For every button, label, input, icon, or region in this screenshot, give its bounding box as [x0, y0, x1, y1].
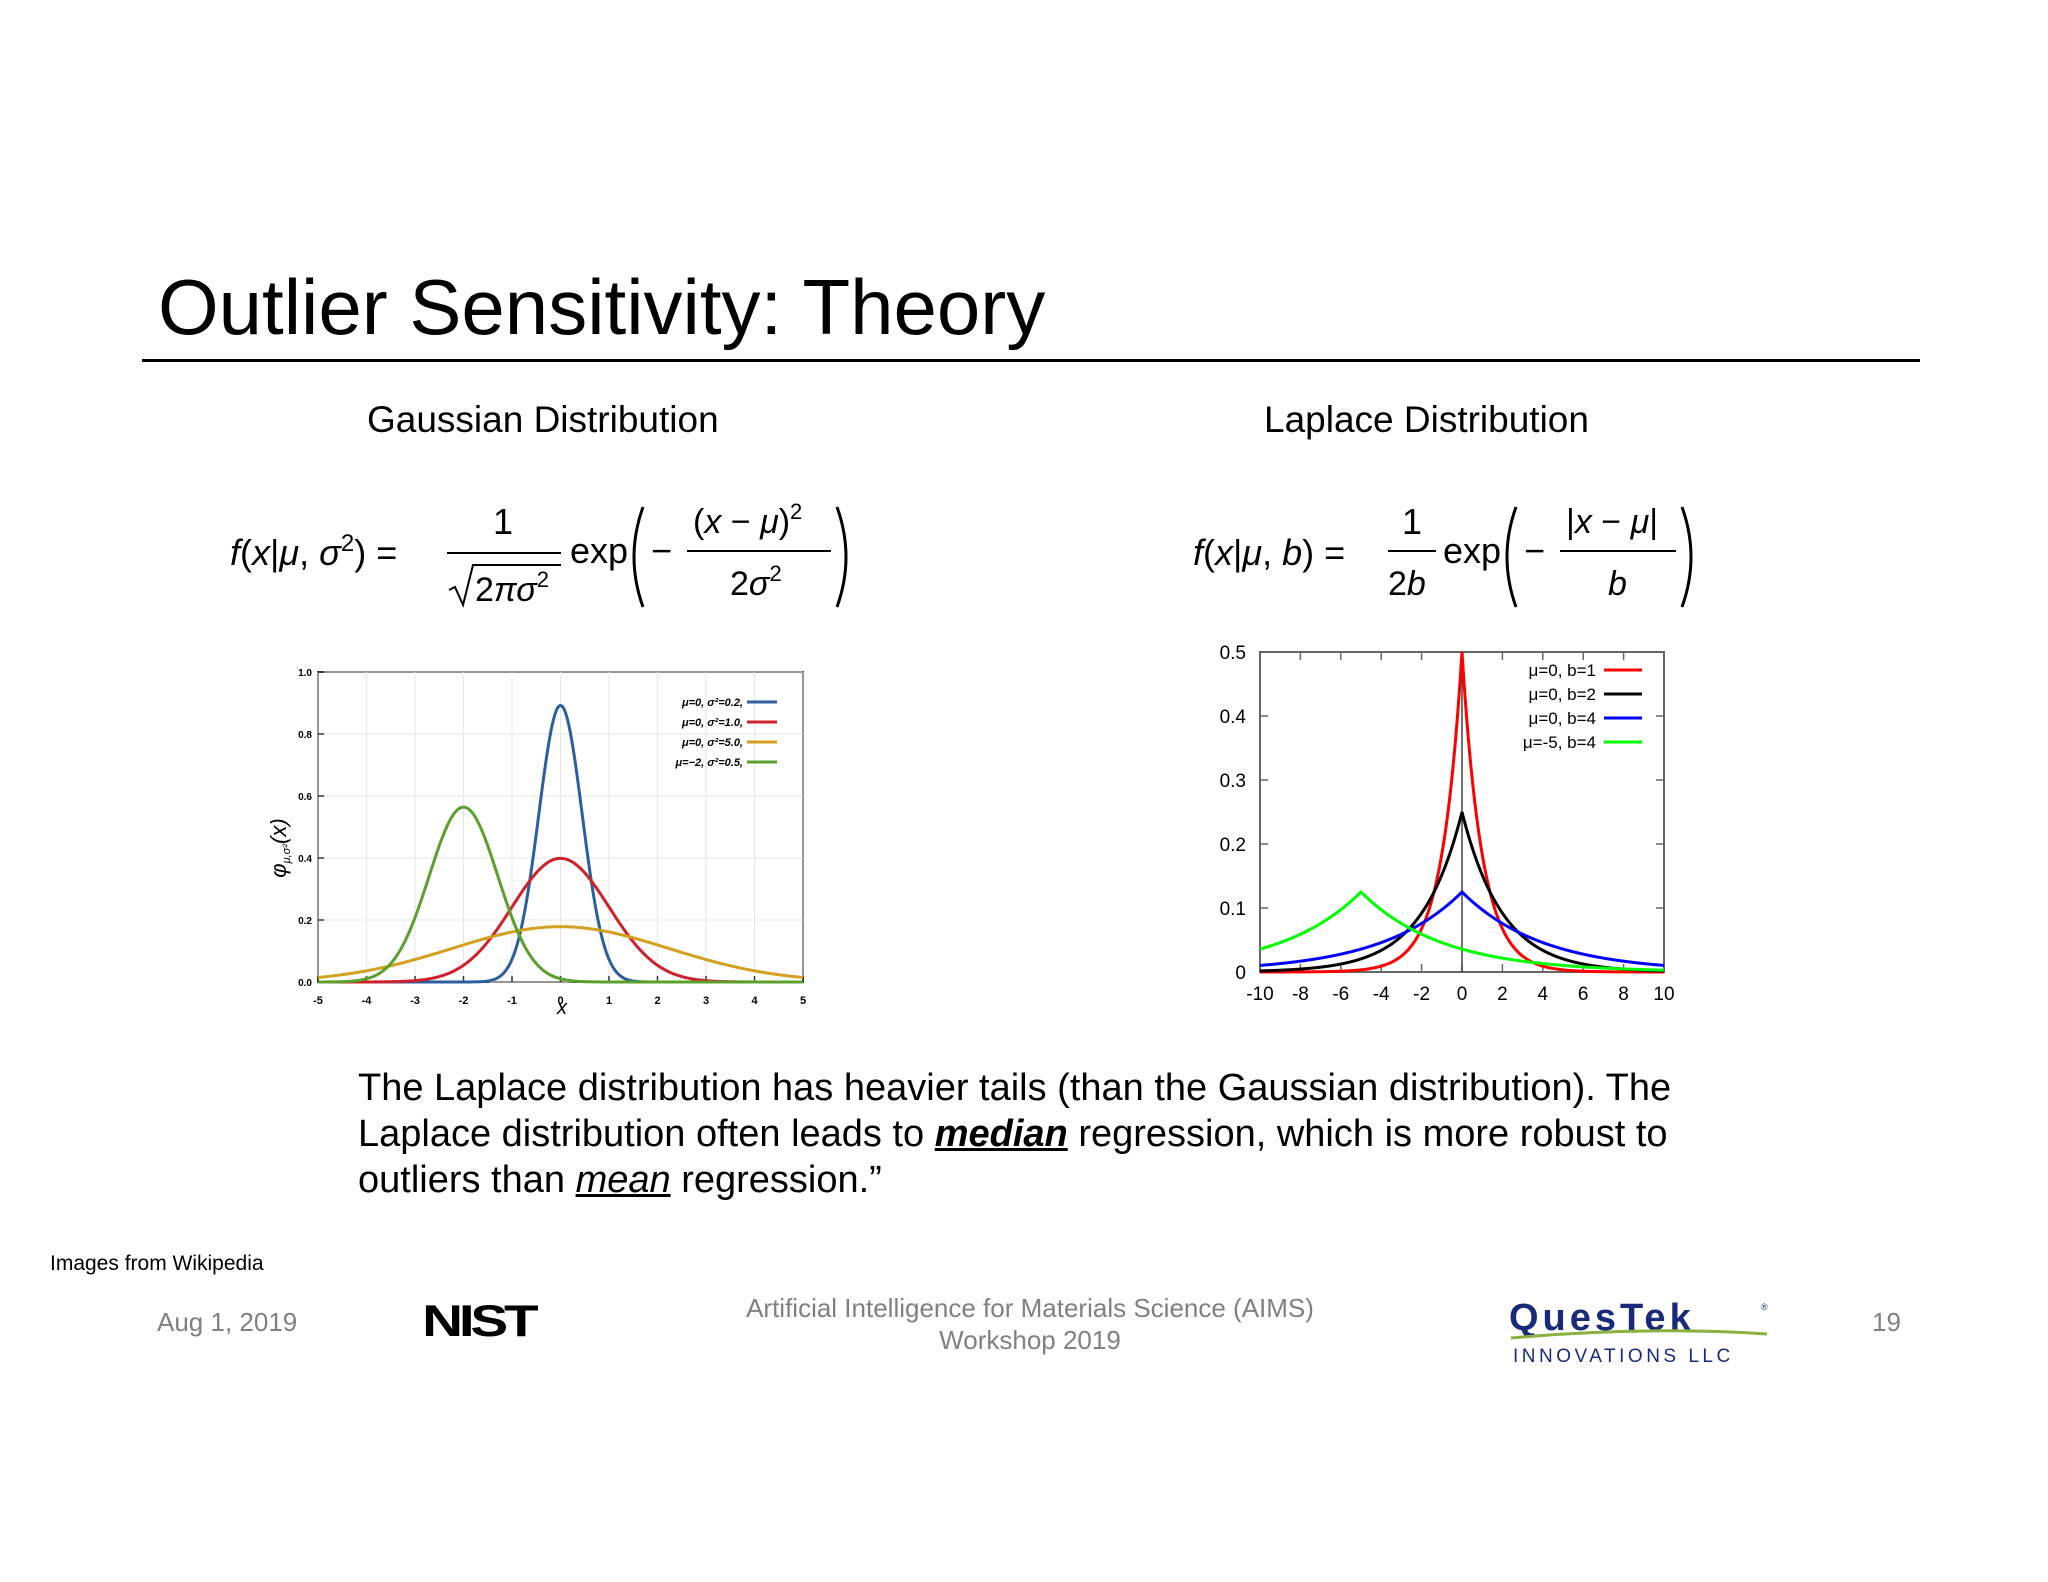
laplace-chart: -10 -8 -6 -4 -2 0 2 4 6 8 10 0 0.1 0.2 0.3 0.4 0.5 μ=0, …	[1220, 643, 1675, 1005]
body-part-2: regression, which is more robust to outl…	[358, 1113, 1668, 1201]
footer-event-line-2: Workshop 2019	[939, 1325, 1121, 1355]
svg-text:2πσ2: 2πσ2	[475, 567, 549, 609]
svg-text:b: b	[1608, 565, 1627, 603]
svg-text:f(x|μ, σ2) =: f(x|μ, σ2) =	[230, 530, 397, 573]
page-number: 19	[1872, 1307, 1901, 1337]
gaussian-heading: Gaussian Distribution	[367, 399, 719, 440]
gaussian-y-tick-label: 0.0	[298, 978, 312, 989]
emphasis-mean: mean	[575, 1159, 671, 1201]
svg-text:®: ®	[1761, 1302, 1768, 1312]
svg-text:f(x|μ, b) =: f(x|μ, b) =	[1193, 532, 1345, 573]
body-part-3: regression.”	[670, 1159, 882, 1201]
laplace-x-tick-label: 8	[1618, 984, 1629, 1005]
footer-event-line-1: Artificial Intelligence for Materials Sc…	[746, 1293, 1314, 1323]
laplace-x-tick-label: -4	[1373, 984, 1390, 1005]
laplace-x-tick-label: 6	[1578, 984, 1589, 1005]
laplace-legend-label: μ=0, b=4	[1529, 709, 1596, 728]
svg-text:1: 1	[493, 501, 513, 542]
gaussian-x-tick-label: -2	[459, 995, 469, 1007]
laplace-x-tick-label: 2	[1497, 984, 1508, 1005]
svg-text:exp: exp	[570, 530, 628, 571]
image-credit: Images from Wikipedia	[50, 1252, 264, 1275]
gaussian-x-tick-label: 4	[751, 995, 758, 1007]
laplace-legend-label: μ=-5, b=4	[1523, 733, 1596, 752]
laplace-x-tick-label: -2	[1413, 984, 1430, 1005]
svg-text:2σ2: 2σ2	[730, 561, 782, 603]
svg-text:exp: exp	[1443, 530, 1501, 571]
gaussian-x-label: x	[556, 997, 568, 1019]
laplace-y-tick-label: 0.2	[1220, 835, 1246, 856]
gaussian-legend-label: μ=0, σ²=0.2,	[681, 697, 743, 709]
laplace-y-tick-label: 0	[1235, 963, 1246, 984]
laplace-y-tick-label: 0.5	[1220, 643, 1246, 664]
svg-text:(x − μ)2: (x − μ)2	[693, 499, 802, 541]
laplace-legend-label: μ=0, b=1	[1529, 661, 1596, 680]
laplace-y-tick-label: 0.1	[1220, 899, 1246, 920]
gaussian-legend-label: μ=0, σ²=5.0,	[681, 737, 743, 749]
gaussian-y-tick-label: 0.2	[298, 916, 312, 927]
gaussian-legend-label: μ=0, σ²=1.0,	[681, 717, 743, 729]
laplace-x-tick-label: 10	[1653, 984, 1674, 1005]
emphasis-median: median	[934, 1113, 1068, 1155]
gaussian-y-tick-label: 1.0	[298, 668, 312, 679]
gaussian-x-tick-label: 1	[606, 995, 612, 1007]
questek-subtitle: INNOVATIONS LLC	[1513, 1346, 1734, 1367]
gaussian-x-tick-label: 5	[800, 995, 806, 1007]
nist-logo: NIST	[422, 1300, 543, 1346]
svg-text:−: −	[651, 530, 672, 571]
gaussian-y-tick-label: 0.8	[298, 730, 312, 741]
gaussian-x-tick-label: -1	[507, 995, 517, 1007]
gaussian-x-tick-label: -5	[313, 995, 323, 1007]
svg-text:1: 1	[1402, 501, 1422, 542]
laplace-x-tick-label: 4	[1538, 984, 1549, 1005]
laplace-heading: Laplace Distribution	[1264, 399, 1589, 440]
laplace-series-line	[1259, 889, 1665, 967]
gaussian-x-tick-label: 0	[557, 995, 563, 1007]
gaussian-series-line	[317, 805, 803, 984]
laplace-x-tick-label: -8	[1292, 984, 1309, 1005]
laplace-y-tick-label: 0.3	[1220, 771, 1246, 792]
gaussian-x-tick-label: 2	[654, 995, 660, 1007]
gaussian-x-tick-label: 3	[703, 995, 709, 1007]
gaussian-series-line	[317, 925, 804, 979]
gaussian-y-tick-label: 0.4	[298, 854, 312, 865]
laplace-x-tick-label: -6	[1332, 984, 1349, 1005]
svg-text:NIST: NIST	[422, 1300, 538, 1346]
gaussian-chart: -5 -4 -3 -2 -1 0 1 2 3 4 5 0.0 0.2 0.4 0.6 0.8 1.0 μ=0, …	[266, 668, 806, 1019]
slide-title: Outlier Sensitivity: Theory	[158, 263, 1046, 351]
questek-logo: QuesTek ® INNOVATIONS LLC	[1509, 1297, 1768, 1367]
laplace-series-line	[1259, 889, 1665, 972]
laplace-x-tick-label: 0	[1457, 984, 1468, 1005]
laplace-formula: f(x|μ, b) = 1 2b exp − |x − μ| b	[1193, 501, 1693, 608]
laplace-x-tick-label: -10	[1246, 984, 1273, 1005]
svg-text:−: −	[1524, 530, 1545, 571]
title-rule	[142, 359, 1920, 362]
laplace-y-tick-label: 0.4	[1220, 707, 1247, 728]
footer-event: Artificial Intelligence for Materials Sc…	[700, 1292, 1360, 1356]
gaussian-legend-label: μ=−2, σ²=0.5,	[675, 757, 743, 769]
laplace-legend-label: μ=0, b=2	[1529, 685, 1596, 704]
svg-text:|x − μ|: |x − μ|	[1566, 503, 1658, 541]
gaussian-x-tick-label: -3	[410, 995, 420, 1007]
svg-text:2b: 2b	[1388, 565, 1426, 603]
gaussian-y-tick-label: 0.6	[298, 792, 312, 803]
gaussian-x-tick-label: -4	[362, 995, 373, 1007]
body-paragraph: The Laplace distribution has heavier tai…	[358, 1065, 1758, 1203]
footer-date: Aug 1, 2019	[157, 1307, 298, 1337]
gaussian-formula: f(x|μ, σ2) = 1 2πσ2 exp − (x − μ)2 2σ2	[230, 499, 848, 609]
gaussian-y-label: φμ,σ²(x)	[266, 818, 293, 877]
body-part-1: The Laplace distribution has heavier tai…	[358, 1067, 1672, 1155]
laplace-series-line	[1260, 651, 1664, 974]
